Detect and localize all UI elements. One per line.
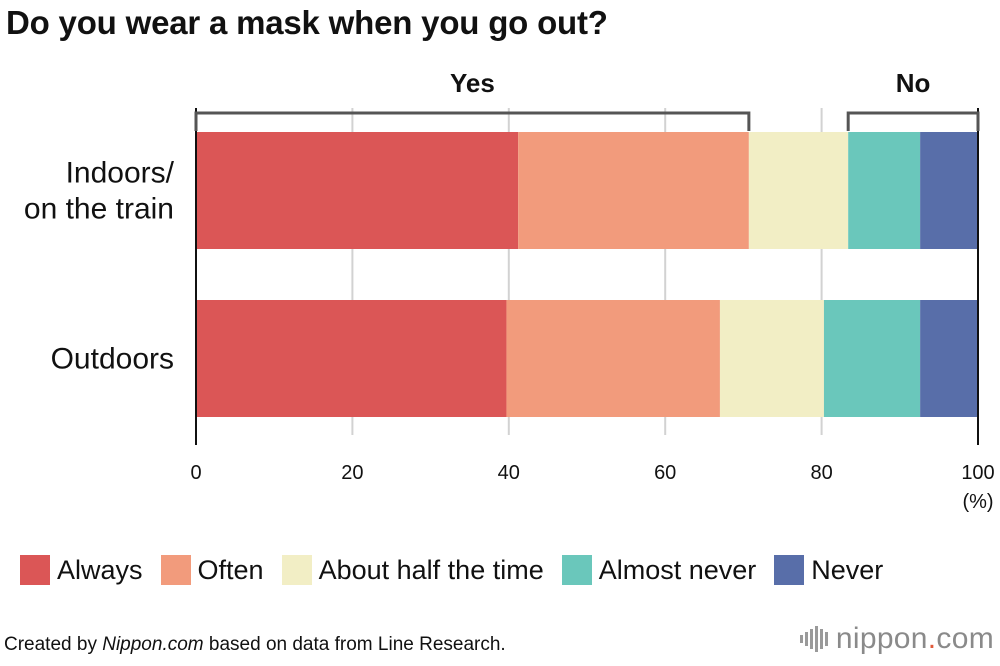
logo-name: nippon [835, 622, 928, 655]
stacked-bar-chart: 0 20 40 60 80 100 (%) Indoors/on the train Outdo… [24, 68, 995, 513]
chart-title: Do you wear a mask when you go out? [6, 4, 608, 41]
logo-bars-icon [799, 626, 830, 652]
group-bracket-no [846, 111, 980, 131]
legend-item-about-half-the-time: About half the time [281, 554, 544, 586]
bar-always-row-1 [196, 132, 519, 249]
legend-item-almost-never: Almost never [561, 554, 757, 586]
x-tick-label-40: 40 [498, 462, 520, 484]
source-site: Nippon.com [102, 634, 204, 655]
x-tick-label-20: 20 [341, 462, 363, 484]
x-tick-label-60: 60 [654, 462, 676, 484]
bar-about-half-the-time-row-2 [719, 300, 824, 417]
x-unit-label: (%) [962, 491, 993, 513]
bar-often-row-1 [518, 132, 749, 249]
logo-dot: . [927, 622, 937, 655]
source-suffix: based on data from Line Research. [203, 634, 506, 655]
legend-label-about-half-the-time: About half the time [318, 554, 544, 585]
legend-swatch-always [20, 555, 50, 585]
legend-swatch-never [774, 555, 805, 585]
bar-never-row-2 [920, 300, 978, 417]
legend-item-always: Always [20, 555, 143, 586]
bar-almost-never-row-1 [848, 132, 921, 249]
legend-swatch-often [160, 555, 191, 585]
x-tick-label-80: 80 [810, 462, 832, 484]
group-label-no: No [896, 68, 931, 98]
legend-label-never: Never [811, 554, 884, 585]
nippon-logo: nippon.com [799, 622, 994, 656]
category-label-2: Outdoors [51, 343, 174, 376]
chart-legend: Always Often About half the time Almost nev… [20, 553, 901, 587]
legend-label-almost-never: Almost never [598, 554, 757, 585]
bar-always-row-2 [196, 300, 507, 417]
x-tick-label-0: 0 [190, 462, 201, 484]
legend-label-always: Always [57, 554, 143, 585]
logo-tld: com [936, 622, 994, 655]
legend-item-never: Never [774, 555, 883, 586]
logo-text: nippon.com [836, 622, 994, 656]
legend-swatch-almost-never [561, 555, 592, 585]
x-tick-label-100: 100 [961, 462, 994, 484]
source-prefix: Created by [4, 634, 103, 655]
source-note: Created by Nippon.com based on data from… [4, 634, 506, 656]
group-label-yes: Yes [450, 68, 495, 98]
group-bracket-yes [194, 111, 751, 131]
legend-label-often: Often [197, 554, 264, 585]
bar-often-row-2 [506, 300, 720, 417]
bar-never-row-1 [920, 132, 978, 249]
legend-item-often: Often [160, 554, 264, 586]
bar-about-half-the-time-row-1 [748, 132, 849, 249]
legend-swatch-about-half-the-time [281, 555, 312, 585]
bar-almost-never-row-2 [823, 300, 921, 417]
category-label-1: Indoors/on the train [24, 157, 175, 226]
